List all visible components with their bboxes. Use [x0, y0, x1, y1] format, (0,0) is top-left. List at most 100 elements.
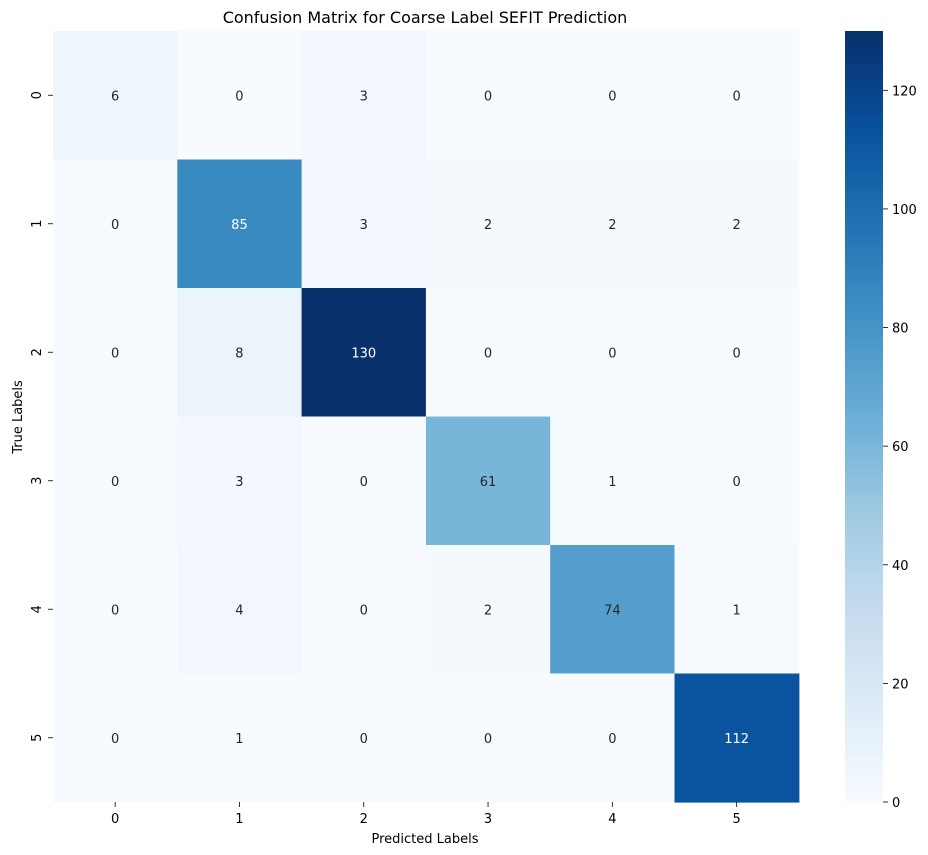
heatmap-cell [425, 416, 551, 546]
y-tick-label: 1 [30, 220, 45, 228]
y-tick-label: 5 [30, 734, 45, 742]
heatmap-cell [674, 545, 800, 675]
colorbar-tick-label: 80 [892, 322, 909, 337]
colorbar-tick-label: 20 [892, 677, 909, 692]
cell-value-label: 0 [360, 603, 368, 618]
heatmap-cell [550, 673, 676, 803]
cell-value-label: 0 [111, 346, 119, 361]
cell-value-label: 0 [235, 89, 243, 104]
heatmap-cell [674, 31, 800, 161]
heatmap-cell [550, 416, 676, 546]
colorbar-tick-label: 0 [892, 796, 900, 811]
chart-title: Confusion Matrix for Coarse Label SEFIT … [223, 8, 628, 27]
x-tick-label: 0 [111, 812, 119, 827]
heatmap-cell [53, 288, 178, 418]
y-tick-label: 2 [30, 348, 45, 356]
cell-value-label: 4 [235, 603, 243, 618]
cell-value-label: 0 [111, 218, 119, 233]
heatmap-cell [301, 416, 427, 546]
cell-value-label: 0 [608, 732, 616, 747]
heatmap-cell [301, 31, 427, 161]
y-tick-label: 3 [30, 477, 45, 485]
cell-value-label: 0 [608, 89, 616, 104]
colorbar-tick-label: 120 [892, 84, 917, 99]
heatmap-cell [177, 673, 303, 803]
heatmap-cell [425, 673, 551, 803]
cell-value-label: 3 [235, 475, 243, 490]
x-axis: 0 1 2 3 4 5 [111, 802, 741, 827]
y-axis: 0 1 2 3 4 5 [30, 91, 53, 742]
cell-value-label: 1 [235, 732, 243, 747]
heatmap-cell [177, 159, 303, 289]
cell-value-label: 1 [608, 475, 616, 490]
colorbar-tick-label: 40 [892, 559, 909, 574]
cell-value-label: 85 [231, 218, 248, 233]
heatmap-cell [301, 545, 427, 675]
cell-value-label: 0 [360, 732, 368, 747]
colorbar-axis: 0 20 40 60 80 100 120 [883, 84, 917, 811]
cell-value-label: 0 [111, 603, 119, 618]
cell-value-label: 112 [724, 732, 749, 747]
heatmap-cell [425, 159, 551, 289]
x-tick-label: 1 [235, 812, 243, 827]
heatmap-cell [674, 288, 800, 418]
cell-value-label: 61 [480, 475, 497, 490]
cell-value-label: 0 [111, 475, 119, 490]
cell-value-label: 2 [484, 603, 492, 618]
x-tick-label: 5 [733, 812, 741, 827]
cell-value-label: 3 [360, 89, 368, 104]
cell-value-label: 0 [360, 475, 368, 490]
cell-value-label: 74 [604, 603, 621, 618]
colorbar-tick-label: 100 [892, 203, 917, 218]
heatmap-cell [674, 673, 800, 803]
cell-value-label: 3 [360, 218, 368, 233]
heatmap-cell [425, 31, 551, 161]
cell-value-label: 2 [484, 218, 492, 233]
cell-value-label: 0 [733, 89, 741, 104]
y-tick-label: 0 [30, 91, 45, 99]
cell-value-label: 0 [111, 732, 119, 747]
heatmap-cell [177, 545, 303, 675]
heatmap-cell [550, 545, 676, 675]
heatmap-cell [53, 159, 178, 289]
heatmap-cells [53, 31, 800, 803]
cell-value-label: 0 [733, 346, 741, 361]
cell-value-label: 2 [608, 218, 616, 233]
cell-value-label: 0 [733, 475, 741, 490]
heatmap-cell [53, 416, 178, 546]
cell-value-label: 0 [484, 346, 492, 361]
heatmap-cell [550, 288, 676, 418]
heatmap-cell [425, 545, 551, 675]
cell-value-label: 0 [608, 346, 616, 361]
cell-value-label: 6 [111, 89, 119, 104]
x-tick-label: 2 [360, 812, 368, 827]
heatmap-annotations: 6 0 3 0 0 0 0 85 3 2 2 2 0 8 130 0 0 0 0 3 0 61 1 0 0 4 0 2 74 1 0 1 0 0 0… [111, 89, 749, 747]
heatmap-cell [301, 159, 427, 289]
x-axis-label: Predicted Labels [371, 832, 478, 847]
heatmap-cell [674, 416, 800, 546]
heatmap-cell [301, 673, 427, 803]
cell-value-label: 2 [733, 218, 741, 233]
x-tick-label: 3 [484, 812, 492, 827]
cell-value-label: 0 [484, 89, 492, 104]
cell-value-label: 8 [235, 346, 243, 361]
y-axis-label: True Labels [11, 380, 26, 455]
heatmap-cell [177, 416, 303, 546]
colorbar [845, 31, 883, 802]
x-tick-label: 4 [608, 812, 616, 827]
cell-value-label: 1 [733, 603, 741, 618]
colorbar-tick-label: 60 [892, 440, 909, 455]
y-tick-label: 4 [30, 605, 45, 613]
heatmap-cell [674, 159, 800, 289]
heatmap-cell [301, 288, 427, 418]
cell-value-label: 0 [484, 732, 492, 747]
heatmap-cell [53, 545, 178, 675]
heatmap-cell [53, 673, 178, 803]
heatmap-cell [550, 159, 676, 289]
heatmap-cell [177, 288, 303, 418]
heatmap-cell [550, 31, 676, 161]
heatmap-cell [53, 31, 178, 161]
heatmap-cell [425, 288, 551, 418]
heatmap-cell [177, 31, 303, 161]
